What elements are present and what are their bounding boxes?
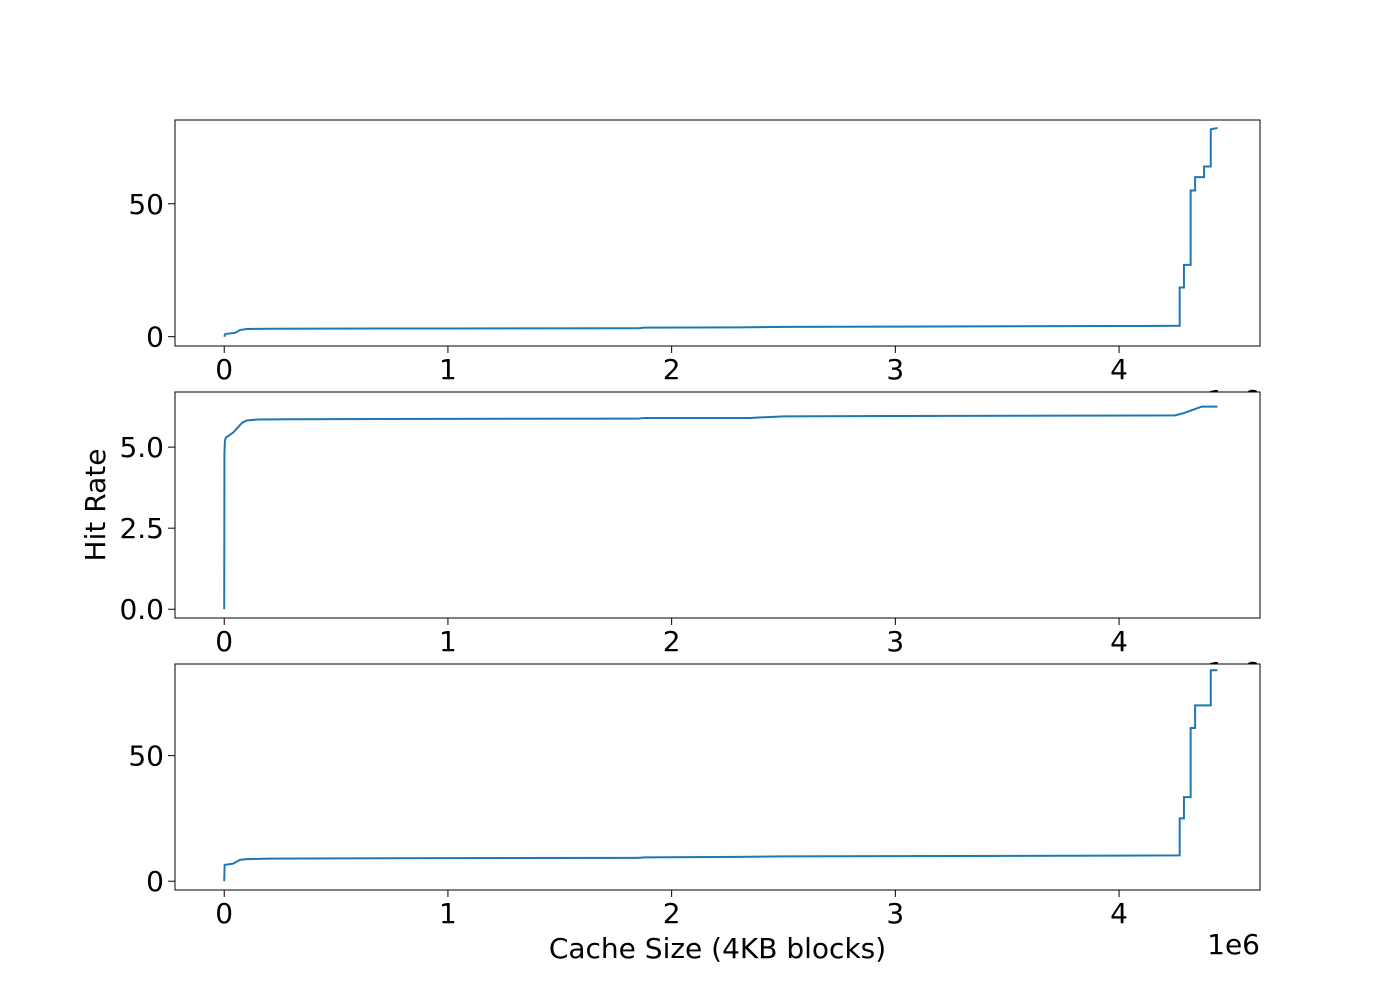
y-tick-label: 2.5 bbox=[119, 512, 164, 545]
y-tick-label: 0 bbox=[146, 321, 164, 354]
x-tick-label: 0 bbox=[215, 353, 233, 386]
offset-mask bbox=[173, 664, 1262, 694]
x-tick-label: 4 bbox=[1110, 625, 1128, 658]
y-axis-label: Hit Rate bbox=[79, 449, 112, 562]
x-tick-label: 1 bbox=[439, 353, 457, 386]
axes-frame bbox=[174, 119, 1261, 347]
x-tick-label: 4 bbox=[1110, 353, 1128, 386]
x-tick-label: 0 bbox=[215, 897, 233, 930]
x-tick-label: 2 bbox=[663, 897, 681, 930]
x-tick-label: 3 bbox=[886, 625, 904, 658]
x-axis-label: Cache Size (4KB blocks) bbox=[549, 932, 886, 965]
axes-frame bbox=[174, 391, 1261, 619]
series-line bbox=[223, 669, 1218, 882]
subplot-3: 0 1 2 3 4 0 50 1e6 Cache Size (4KB blocks) bbox=[128, 663, 1261, 965]
x-offset-label: 1e6 bbox=[1207, 928, 1260, 961]
y-tick-label: 50 bbox=[128, 188, 164, 221]
series-line bbox=[223, 126, 1218, 338]
x-tick-label: 4 bbox=[1110, 897, 1128, 930]
series-line bbox=[223, 405, 1218, 610]
subplot-1: 1e601234050 bbox=[128, 119, 1262, 422]
y-tick-label: 50 bbox=[128, 740, 164, 773]
x-tick-label: 3 bbox=[886, 897, 904, 930]
x-tick-label: 2 bbox=[663, 625, 681, 658]
y-tick-label: 0.0 bbox=[119, 593, 164, 626]
axes-frame bbox=[174, 663, 1261, 891]
y-tick-label: 5.0 bbox=[119, 431, 164, 464]
x-tick-label: 1 bbox=[439, 897, 457, 930]
x-tick-label: 3 bbox=[886, 353, 904, 386]
x-tick-label: 1 bbox=[439, 625, 457, 658]
x-tick-label: 2 bbox=[663, 353, 681, 386]
x-tick-label: 0 bbox=[215, 625, 233, 658]
y-tick-label: 0 bbox=[146, 865, 164, 898]
